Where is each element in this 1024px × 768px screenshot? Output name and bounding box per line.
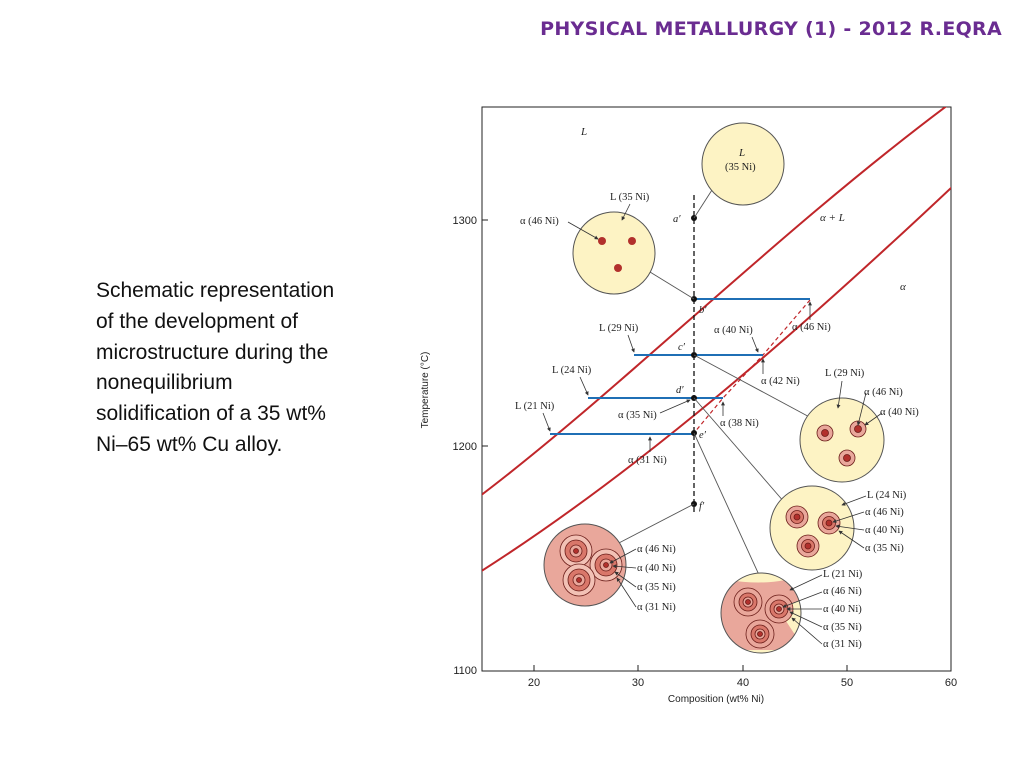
label-c-alpha-avg: α (42 Ni)	[761, 376, 800, 387]
solidus-curve	[482, 186, 951, 572]
y-axis-title: Temperature (°C)	[420, 352, 431, 429]
x-tick-50: 50	[841, 677, 853, 689]
grain-b-liquid-label: L (35 Ni)	[610, 192, 650, 203]
figure-caption: Schematic representation of the developm…	[96, 279, 335, 456]
nonequilibrium-solidus	[693, 299, 811, 434]
x-axis-title: Composition (wt% Ni)	[668, 694, 764, 705]
grain-e-alpha4-label: α (31 Ni)	[823, 639, 862, 650]
label-d-alpha-avg: α (38 Ni)	[720, 418, 759, 429]
region-liquid-label: L	[580, 126, 587, 138]
grain-e-alpha3-label: α (35 Ni)	[823, 622, 862, 633]
grain-d-liquid-label: L (24 Ni)	[867, 490, 907, 501]
grain-e-liquid-label: L (21 Ni)	[823, 569, 863, 580]
grain-c-liquid-label: L (29 Ni)	[825, 368, 865, 379]
grain-a-comp-label: (35 Ni)	[725, 162, 756, 173]
grain-d-alpha2-label: α (40 Ni)	[865, 525, 904, 536]
x-tick-30: 30	[632, 677, 644, 689]
grain-c-alpha2-label: α (40 Ni)	[880, 407, 919, 418]
y-tick-1200: 1200	[453, 441, 477, 453]
grain-a-liquid-label: L	[738, 147, 745, 159]
grain-c	[799, 397, 885, 483]
label-d-liquid: L (24 Ni)	[552, 365, 592, 376]
grain-d	[769, 485, 855, 571]
point-f-label: f′	[699, 501, 705, 512]
grain-a-liquid	[701, 122, 785, 206]
grain-b	[572, 211, 656, 295]
grain-e	[720, 572, 802, 654]
grain-e-alpha1-label: α (46 Ni)	[823, 586, 862, 597]
point-e-label: e′	[699, 430, 707, 441]
y-tick-1300: 1300	[453, 215, 477, 227]
label-e-liquid: L (21 Ni)	[515, 401, 555, 412]
grain-c-alpha1-label: α (46 Ni)	[864, 387, 903, 398]
x-tick-40: 40	[737, 677, 749, 689]
point-d-label: d′	[676, 385, 684, 396]
point-a-label: a′	[673, 214, 681, 225]
point-b-label: b′	[699, 305, 707, 316]
page-header: PHYSICAL METALLURGY (1) - 2012 R.EQRA	[540, 18, 1002, 40]
x-tick-60: 60	[945, 677, 957, 689]
grain-f-alpha1-label: α (46 Ni)	[637, 544, 676, 555]
grain-f	[543, 523, 627, 607]
grain-e-alpha2-label: α (40 Ni)	[823, 604, 862, 615]
region-solid-label: α	[900, 281, 906, 293]
grain-b-alpha-label: α (46 Ni)	[520, 216, 559, 227]
grain-f-alpha2-label: α (40 Ni)	[637, 563, 676, 574]
label-e-alpha: α (31 Ni)	[628, 455, 667, 466]
y-tick-1100: 1100	[453, 665, 477, 677]
liquidus-curve	[482, 107, 948, 496]
point-c-label: c′	[678, 342, 686, 353]
grain-d-alpha3-label: α (35 Ni)	[865, 543, 904, 554]
label-d-alpha: α (35 Ni)	[618, 410, 657, 421]
x-tick-20: 20	[528, 677, 540, 689]
grain-f-alpha4-label: α (31 Ni)	[637, 602, 676, 613]
grain-f-alpha3-label: α (35 Ni)	[637, 582, 676, 593]
label-c-liquid: L (29 Ni)	[599, 323, 639, 334]
grain-d-alpha1-label: α (46 Ni)	[865, 507, 904, 518]
label-b-alpha: α (46 Ni)	[792, 322, 831, 333]
region-two-phase-label: α + L	[820, 212, 845, 224]
label-c-alpha: α (40 Ni)	[714, 325, 753, 336]
